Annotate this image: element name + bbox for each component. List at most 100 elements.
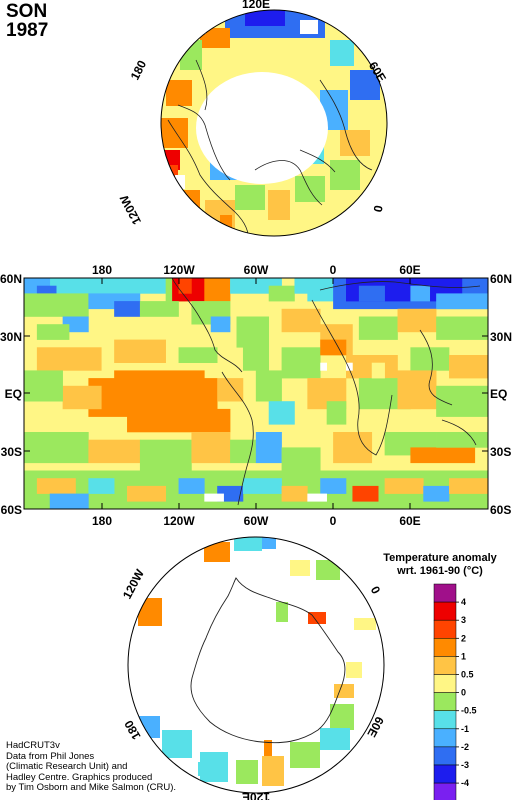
north-cell — [235, 185, 265, 210]
world-cell — [36, 478, 76, 494]
legend-swatch — [433, 583, 457, 603]
north-cell — [330, 40, 354, 66]
world-cell — [449, 478, 488, 494]
world-cell — [410, 447, 476, 464]
legend-title-line2: wrt. 1961-90 (°C) — [397, 565, 483, 577]
north-label-120w: 120W — [117, 192, 144, 227]
world-cell — [88, 439, 141, 464]
world-cell — [178, 478, 205, 494]
south-cell — [290, 560, 310, 576]
world-cell — [449, 355, 488, 379]
world-cell — [236, 316, 270, 348]
world-cell — [178, 347, 218, 363]
south-cell — [290, 742, 320, 768]
world-cell — [191, 432, 231, 464]
south-cell — [346, 662, 362, 678]
world-coastlines — [171, 278, 481, 506]
world-cell — [242, 347, 270, 371]
south-cell — [234, 537, 262, 551]
south-cell — [262, 537, 276, 549]
south-cell — [204, 542, 230, 562]
world-cell — [210, 316, 231, 333]
world-map: 180 120W 60W 0 60E 180 120W 60W 0 60E 60… — [0, 263, 512, 528]
top-lon-60e: 60E — [399, 263, 420, 277]
top-lon-120w: 120W — [163, 263, 195, 277]
left-lat-60s: 60S — [1, 503, 22, 517]
credit-line-2: Data from Phil Jones — [6, 750, 95, 762]
south-cell — [354, 618, 376, 630]
legend-label: 4 — [461, 597, 466, 607]
world-cell — [114, 301, 141, 317]
south-cell — [262, 756, 284, 786]
world-cell — [178, 278, 192, 294]
bottom-lon-60e: 60E — [399, 514, 420, 528]
bottom-lon-120w: 120W — [163, 514, 195, 528]
south-cell — [320, 728, 350, 750]
legend-title-line1: Temperature anomaly — [383, 552, 497, 564]
legend-label: 3 — [461, 615, 466, 625]
south-cell — [316, 560, 340, 580]
bottom-lon-60w: 60W — [244, 514, 269, 528]
south-polar-map: 120W 0 180 60E 120E — [120, 536, 387, 800]
south-cell — [236, 760, 258, 784]
world-cell — [36, 347, 102, 371]
legend-swatch — [433, 601, 457, 621]
top-lon-180: 180 — [92, 263, 112, 277]
right-lat-30n: 30N — [490, 330, 512, 344]
world-cell — [436, 316, 488, 340]
legend-label: -2 — [461, 742, 469, 752]
world-cell — [62, 385, 102, 410]
credit-line-4: Hadley Centre. Graphics produced — [6, 771, 153, 783]
south-cell — [334, 684, 354, 698]
world-cell — [436, 432, 488, 448]
legend-swatch — [433, 619, 457, 639]
legend-swatch — [433, 728, 457, 748]
north-label-180: 180 — [128, 58, 150, 82]
north-cell — [300, 20, 318, 34]
north-cell — [175, 175, 185, 189]
left-lat-eq: EQ — [5, 387, 22, 401]
world-cell — [139, 439, 192, 471]
north-cell — [268, 190, 290, 220]
world-cell — [204, 493, 224, 502]
south-cell — [264, 740, 272, 756]
legend-label: 0 — [461, 688, 466, 698]
world-cell — [352, 485, 379, 502]
legend-swatch — [433, 710, 457, 730]
top-lon-60w: 60W — [244, 263, 269, 277]
legend-swatch — [433, 674, 457, 693]
legend-label: 0.5 — [461, 670, 474, 680]
world-cell — [397, 308, 437, 333]
right-lat-60n: 60N — [490, 272, 512, 286]
data-credit: HadCRUT3v Data from Phil Jones (Climatic… — [6, 740, 176, 794]
right-lat-eq: EQ — [490, 387, 507, 401]
right-lat-30s: 30S — [490, 445, 511, 459]
year-title: 1987 — [6, 20, 49, 41]
legend-swatch — [433, 746, 457, 766]
world-cell — [36, 285, 57, 294]
legend-swatch — [433, 656, 457, 675]
south-cell — [276, 602, 288, 622]
north-cell — [245, 10, 285, 26]
world-cell — [281, 308, 321, 333]
south-cell — [330, 704, 354, 730]
left-lat-60n: 60N — [0, 272, 22, 286]
north-polar-map: 120E 60E 0 180 120W — [117, 0, 389, 237]
world-cell — [423, 485, 450, 502]
world-cell — [127, 485, 166, 502]
left-lat-30n: 30N — [0, 330, 22, 344]
legend-label: -4 — [461, 778, 469, 788]
legend-label: -0.5 — [461, 706, 477, 716]
world-cell — [281, 485, 308, 502]
north-anomaly-cells — [161, 10, 380, 236]
world-cell — [410, 285, 431, 302]
world-cell — [326, 401, 347, 425]
world-cell — [114, 370, 205, 387]
bottom-lon-180: 180 — [92, 514, 112, 528]
legend-swatch — [433, 764, 457, 784]
north-cell — [180, 190, 200, 210]
north-cell — [161, 165, 178, 205]
world-cell — [49, 493, 89, 509]
left-lat-30s: 30S — [1, 445, 22, 459]
